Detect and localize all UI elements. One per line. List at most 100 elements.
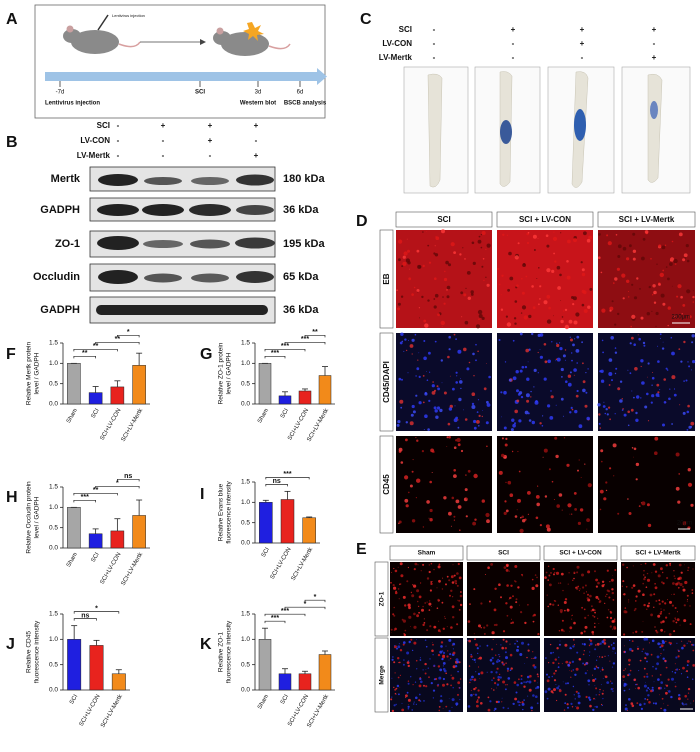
micrograph-speck — [430, 448, 434, 453]
micrograph-speck — [562, 415, 564, 417]
micrograph-speck — [559, 273, 562, 277]
micrograph-speck — [482, 258, 485, 260]
micrograph-speck — [415, 497, 417, 499]
micrograph-speck — [651, 384, 653, 386]
bar — [67, 507, 81, 549]
micrograph-speck — [411, 649, 414, 652]
micrograph-speck — [394, 569, 398, 573]
micrograph-speck — [485, 421, 489, 425]
micrograph-speck — [679, 624, 681, 626]
significance-label: ** — [82, 350, 88, 357]
micrograph-speck — [477, 309, 483, 315]
micrograph-speck — [535, 695, 538, 698]
micrograph-speck — [408, 491, 410, 494]
micrograph-speck — [433, 678, 436, 681]
micrograph-speck — [671, 375, 676, 380]
micrograph-speck — [531, 657, 533, 660]
micrograph-speck — [588, 696, 591, 699]
y-tick-label: 0.5 — [49, 524, 58, 531]
micrograph-speck — [441, 229, 445, 234]
micrograph-speck — [504, 456, 506, 459]
micrograph-speck — [504, 651, 507, 654]
micrograph-speck — [572, 303, 575, 306]
micrograph-speck — [430, 581, 433, 583]
micrograph-speck — [645, 638, 649, 641]
micrograph-speck — [473, 693, 475, 695]
micrograph-speck — [649, 688, 651, 690]
micrograph-speck — [473, 375, 475, 377]
micrograph-speck — [477, 696, 480, 699]
micrograph-speck — [501, 416, 502, 418]
micrograph-speck — [659, 646, 662, 649]
micrograph-speck — [475, 643, 478, 647]
micrograph-speck — [609, 611, 613, 614]
micrograph-speck — [409, 344, 414, 348]
micrograph-speck — [611, 591, 614, 595]
micrograph-speck — [675, 582, 678, 586]
micrograph-speck — [547, 687, 551, 691]
micrograph-speck — [405, 694, 408, 698]
micrograph-speck — [656, 655, 660, 659]
column-header-text: SCI + LV-CON — [559, 550, 602, 557]
micrograph-speck — [424, 639, 427, 641]
row-header-text: CD45 — [382, 474, 391, 495]
micrograph-speck — [584, 463, 586, 465]
micrograph-speck — [624, 607, 627, 609]
micrograph-speck — [437, 653, 441, 657]
micrograph-speck — [506, 614, 509, 617]
micrograph-speck — [516, 640, 519, 643]
micrograph-speck — [609, 581, 611, 583]
micrograph — [598, 333, 695, 431]
micrograph-speck — [684, 564, 685, 566]
micrograph-speck — [501, 437, 504, 440]
micrograph-speck — [642, 237, 646, 241]
micrograph-speck — [505, 640, 508, 643]
micrograph-speck — [452, 387, 455, 391]
micrograph-speck — [434, 293, 439, 298]
y-axis-label: level / GADPH — [34, 496, 41, 538]
micrograph-speck — [493, 709, 495, 712]
micrograph-speck — [626, 257, 630, 261]
micrograph-speck — [410, 626, 411, 627]
micrograph-speck — [427, 244, 430, 247]
micrograph-speck — [407, 680, 410, 682]
micrograph-speck — [441, 601, 444, 604]
micrograph-speck — [538, 267, 540, 269]
micrograph-speck — [570, 670, 573, 672]
micrograph-speck — [589, 704, 592, 708]
micrograph-speck — [549, 583, 552, 587]
micrograph-speck — [670, 336, 673, 339]
micrograph-speck — [441, 658, 444, 661]
micrograph-speck — [667, 277, 670, 281]
micrograph-speck — [648, 701, 651, 704]
micrograph-speck — [556, 343, 560, 348]
micrograph-speck — [411, 709, 413, 711]
micrograph-speck — [413, 701, 415, 703]
condition-label: LV-CON — [80, 136, 110, 145]
blot-protein: ZO-1 — [55, 238, 80, 250]
bar — [318, 654, 332, 691]
micrograph-speck — [498, 659, 501, 662]
micrograph-speck — [682, 411, 686, 415]
micrograph-speck — [687, 687, 691, 691]
micrograph-speck — [418, 375, 421, 378]
micrograph-speck — [421, 295, 424, 299]
micrograph-speck — [500, 294, 502, 296]
micrograph-speck — [439, 408, 443, 413]
significance-label: *** — [271, 350, 279, 357]
micrograph-speck — [692, 664, 696, 667]
micrograph-speck — [434, 245, 436, 247]
micrograph-speck — [567, 239, 571, 244]
micrograph-speck — [624, 610, 628, 614]
micrograph-speck — [664, 659, 667, 663]
micrograph-speck — [445, 260, 449, 265]
micrograph-speck — [659, 389, 661, 391]
significance-bracket — [73, 348, 118, 352]
column-header — [496, 211, 594, 228]
micrograph-speck — [553, 679, 557, 682]
panel-letter: A — [6, 11, 18, 28]
y-tick-label: 0.0 — [241, 401, 250, 408]
micrograph-speck — [554, 669, 557, 672]
significance-bracket — [284, 341, 326, 345]
micrograph-speck — [650, 401, 653, 404]
